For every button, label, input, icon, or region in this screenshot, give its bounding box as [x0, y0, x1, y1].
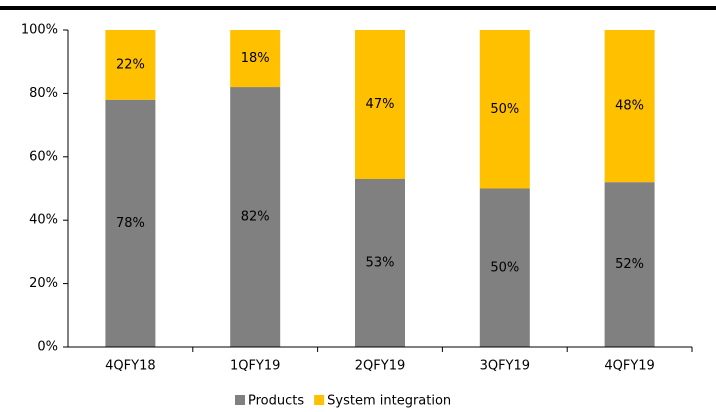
y-tick-label: 80%	[29, 86, 58, 101]
data-label: 48%	[615, 99, 644, 114]
bar-segment	[479, 30, 530, 189]
legend-label: Products	[248, 394, 304, 409]
x-tick-label: 4QFY18	[105, 359, 155, 374]
y-tick-label: 100%	[21, 23, 58, 38]
top-rule	[0, 6, 716, 10]
x-tick-label: 4QFY19	[604, 359, 654, 374]
x-tick-label: 1QFY19	[230, 359, 280, 374]
bar-segment	[355, 30, 405, 179]
bar-segment	[230, 87, 281, 347]
y-tick-label: 40%	[29, 213, 58, 228]
data-label: 47%	[366, 97, 395, 112]
data-label: 18%	[241, 51, 270, 66]
bar-segment	[604, 182, 655, 347]
data-label: 78%	[116, 216, 145, 231]
bar-segment	[105, 30, 156, 100]
bar-segment	[105, 99, 156, 348]
bar-segment	[479, 188, 530, 347]
legend-swatch	[235, 395, 245, 405]
x-tick-label: 3QFY19	[480, 359, 530, 374]
data-label: 53%	[366, 255, 395, 270]
legend-swatch	[314, 395, 325, 405]
bar-segment	[355, 178, 405, 347]
y-tick-label: 0%	[37, 340, 58, 355]
x-tick-label: 2QFY19	[355, 359, 405, 374]
bar-segment	[230, 30, 281, 88]
data-label: 50%	[490, 260, 519, 275]
data-label: 22%	[116, 57, 145, 72]
y-tick-label: 60%	[29, 149, 58, 164]
data-label: 50%	[490, 102, 519, 117]
legend-label: System integration	[327, 394, 451, 409]
data-label: 82%	[241, 210, 270, 225]
bar-segment	[604, 30, 655, 183]
data-label: 52%	[615, 257, 644, 272]
y-tick-label: 20%	[29, 276, 58, 291]
